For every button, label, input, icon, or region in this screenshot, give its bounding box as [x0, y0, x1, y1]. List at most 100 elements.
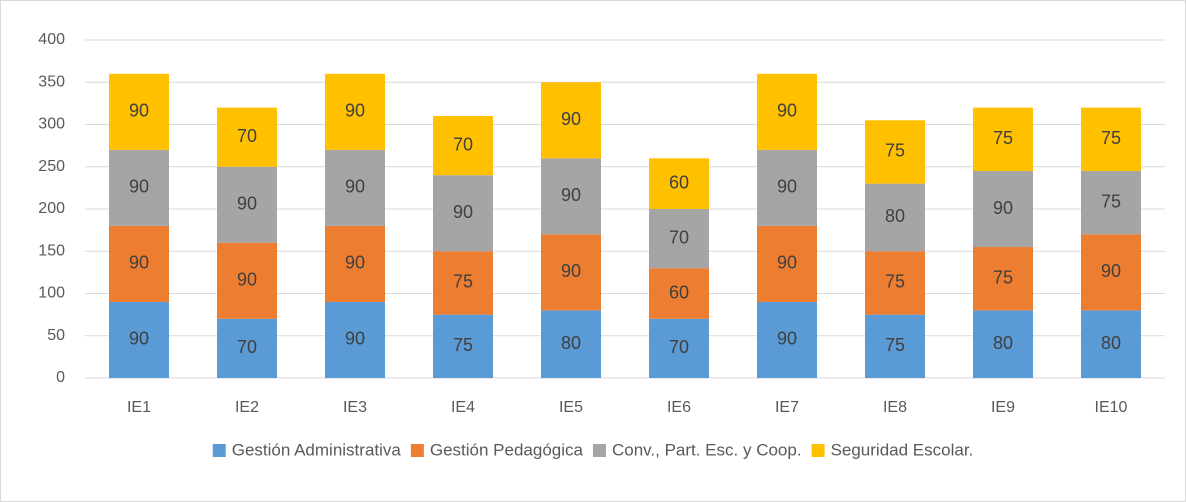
bar-segment	[109, 301, 169, 378]
x-tick-label: IE3	[343, 399, 367, 416]
data-label: 90	[345, 101, 365, 121]
bar-segment	[433, 251, 493, 315]
data-label: 90	[993, 198, 1013, 218]
y-tick-label: 400	[38, 31, 65, 48]
bar-segment	[109, 73, 169, 150]
bar-segment	[757, 301, 817, 378]
bar-segment	[1081, 170, 1141, 235]
bar-segment	[1081, 310, 1141, 378]
bar-segment	[973, 170, 1033, 248]
data-label: 90	[561, 185, 581, 205]
bar-segment	[1081, 234, 1141, 311]
bar-segment	[649, 209, 709, 269]
data-label: 80	[1101, 333, 1121, 353]
bar-segment	[109, 149, 169, 226]
bar-segment	[217, 107, 277, 167]
x-tick-label: IE9	[991, 399, 1015, 416]
bar-segment	[757, 73, 817, 150]
legend-label: Gestión Pedagógica	[430, 440, 584, 459]
data-label: 90	[237, 270, 257, 290]
y-tick-label: 50	[47, 327, 65, 344]
data-label: 75	[1101, 191, 1121, 211]
data-label: 90	[1101, 261, 1121, 281]
bar-segment	[541, 310, 601, 378]
bar-segment	[757, 225, 817, 302]
bar-segment	[973, 247, 1033, 311]
x-tick-label: IE8	[883, 399, 907, 416]
data-label: 90	[561, 109, 581, 129]
x-tick-label: IE4	[451, 399, 475, 416]
y-tick-label: 150	[38, 242, 65, 259]
y-tick-label: 350	[38, 73, 65, 90]
legend-swatch	[410, 444, 424, 457]
bar-segment	[865, 120, 925, 184]
y-tick-label: 200	[38, 200, 65, 217]
data-label: 60	[669, 172, 689, 192]
x-tick-label: IE2	[235, 399, 259, 416]
bar-segment	[649, 158, 709, 209]
bar-segment	[325, 73, 385, 150]
data-label: 70	[237, 337, 257, 357]
legend-label: Conv., Part. Esc. y Coop.	[612, 440, 802, 459]
data-label: 90	[129, 177, 149, 197]
data-label: 80	[885, 206, 905, 226]
data-label: 75	[1101, 128, 1121, 148]
data-label: 75	[885, 335, 905, 355]
bar-segment	[217, 318, 277, 378]
legend-swatch	[212, 444, 226, 457]
data-label: 60	[669, 282, 689, 302]
bar-segment	[973, 107, 1033, 171]
data-label: 90	[777, 329, 797, 349]
bar-segment	[325, 149, 385, 226]
bar-segment	[325, 301, 385, 378]
data-label: 75	[993, 128, 1013, 148]
x-tick-label: IE6	[667, 399, 691, 416]
y-tick-label: 100	[38, 285, 65, 302]
data-label: 90	[345, 329, 365, 349]
data-label: 90	[345, 253, 365, 273]
legend-label: Gestión Administrativa	[232, 440, 402, 459]
data-label: 90	[777, 101, 797, 121]
data-label: 90	[453, 202, 473, 222]
data-label: 90	[777, 177, 797, 197]
bar-segment	[217, 242, 277, 319]
bar-segment	[433, 314, 493, 378]
data-label: 90	[129, 101, 149, 121]
legend-swatch	[811, 444, 825, 457]
bar-segment	[865, 251, 925, 315]
x-tick-label: IE5	[559, 399, 583, 416]
bar-segment	[541, 234, 601, 311]
x-tick-label: IE10	[1095, 399, 1128, 416]
data-label: 75	[885, 272, 905, 292]
data-label: 70	[669, 337, 689, 357]
y-tick-label: 250	[38, 158, 65, 175]
bar-segment	[541, 158, 601, 235]
data-label: 80	[993, 333, 1013, 353]
data-label: 75	[885, 141, 905, 161]
bar-segment	[649, 268, 709, 319]
data-label: 70	[453, 134, 473, 154]
y-tick-label: 0	[56, 369, 65, 386]
x-tick-label: IE1	[127, 399, 151, 416]
bar-segment	[433, 116, 493, 176]
bar-segment	[865, 183, 925, 252]
x-tick-label: IE7	[775, 399, 799, 416]
data-label: 90	[129, 253, 149, 273]
legend-swatch	[592, 444, 606, 457]
data-label: 80	[561, 333, 581, 353]
data-label: 75	[993, 267, 1013, 287]
data-label: 75	[453, 335, 473, 355]
bar-segment	[217, 166, 277, 243]
bar-segment	[973, 310, 1033, 378]
data-label: 90	[561, 261, 581, 281]
data-label: 75	[453, 272, 473, 292]
bar-segment	[325, 225, 385, 302]
legend-label: Seguridad Escolar.	[831, 440, 974, 459]
data-label: 70	[237, 126, 257, 146]
data-label: 90	[345, 177, 365, 197]
bar-segment	[649, 318, 709, 378]
data-label: 90	[237, 194, 257, 214]
bar-segment	[109, 225, 169, 302]
bar-segment	[433, 175, 493, 252]
